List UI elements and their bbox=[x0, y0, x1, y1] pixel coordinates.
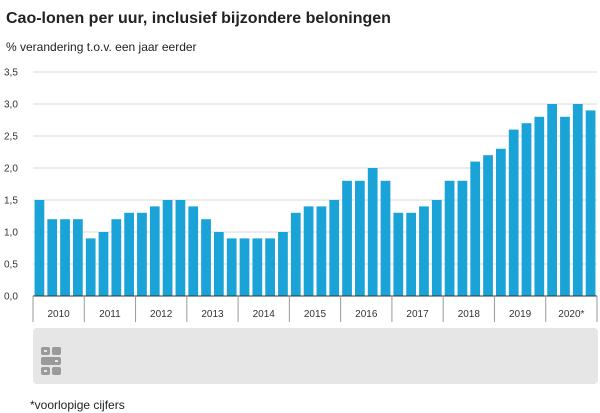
x-tick-label: 2010 bbox=[48, 309, 71, 320]
bar bbox=[162, 200, 173, 296]
x-tick-label: 2013 bbox=[201, 309, 224, 320]
bar bbox=[572, 104, 583, 296]
bar bbox=[457, 180, 468, 296]
bar bbox=[495, 148, 506, 296]
y-tick-label: 3,5 bbox=[4, 68, 18, 79]
chart-title: Cao-lonen per uur, inclusief bijzondere … bbox=[6, 10, 391, 27]
bar bbox=[367, 168, 378, 296]
bar bbox=[547, 104, 558, 296]
bar bbox=[124, 212, 135, 296]
y-tick-label: 0,0 bbox=[4, 292, 18, 303]
x-tick-label: 2014 bbox=[253, 309, 276, 320]
bar bbox=[483, 155, 493, 296]
y-tick-label: 3,0 bbox=[4, 100, 18, 111]
bar bbox=[470, 161, 481, 296]
bar bbox=[560, 116, 570, 296]
bar bbox=[201, 219, 211, 296]
bar bbox=[175, 200, 186, 296]
bar bbox=[521, 123, 532, 296]
bar bbox=[47, 219, 58, 296]
bar bbox=[60, 219, 70, 296]
bar bbox=[419, 206, 429, 296]
bar bbox=[303, 206, 314, 296]
bar-chart: 0,0 0,5 1,0 1,5 2,0 2,5 3,0 3,5 2010 2011 2012 2013… bbox=[4, 68, 598, 322]
x-tick-label: 2020* bbox=[558, 309, 584, 320]
bar bbox=[213, 232, 224, 296]
bar bbox=[149, 206, 160, 296]
chart-subtitle: % verandering t.o.v. een jaar eerder bbox=[6, 40, 197, 54]
footnote: *voorlopige cijfers bbox=[30, 398, 125, 412]
bar bbox=[444, 180, 455, 296]
bar bbox=[265, 238, 276, 296]
bar bbox=[278, 232, 288, 296]
bar bbox=[226, 238, 237, 296]
bar bbox=[393, 212, 404, 296]
y-tick-label: 1,5 bbox=[4, 196, 18, 207]
bar bbox=[508, 129, 519, 296]
bar bbox=[85, 238, 96, 296]
y-tick-label: 0,5 bbox=[4, 260, 18, 271]
bar bbox=[406, 212, 417, 296]
cbs-logo-icon bbox=[41, 347, 61, 375]
x-tick-label: 2017 bbox=[406, 309, 429, 320]
bar bbox=[380, 180, 391, 296]
bar bbox=[329, 200, 340, 296]
bar bbox=[354, 180, 365, 296]
bar bbox=[188, 206, 199, 296]
bar bbox=[34, 200, 45, 296]
bar bbox=[316, 206, 327, 296]
bar bbox=[72, 219, 83, 296]
x-tick-label: 2012 bbox=[150, 309, 173, 320]
y-tick-label: 2,5 bbox=[4, 132, 18, 143]
x-tick-label: 2018 bbox=[458, 309, 481, 320]
bar bbox=[431, 200, 442, 296]
bar bbox=[290, 212, 301, 296]
bar bbox=[585, 110, 596, 297]
x-tick-label: 2016 bbox=[355, 309, 378, 320]
bar bbox=[137, 212, 147, 296]
source-panel bbox=[33, 328, 598, 384]
x-tick-label: 2019 bbox=[509, 309, 532, 320]
x-tick-label: 2011 bbox=[99, 309, 121, 320]
x-tick-label: 2015 bbox=[304, 309, 327, 320]
bar bbox=[239, 238, 250, 296]
bar bbox=[252, 238, 263, 296]
y-tick-label: 2,0 bbox=[4, 164, 18, 175]
bar bbox=[111, 219, 122, 296]
y-tick-label: 1,0 bbox=[4, 228, 18, 239]
bar bbox=[534, 116, 545, 296]
bar bbox=[342, 180, 352, 296]
bar bbox=[98, 232, 109, 296]
